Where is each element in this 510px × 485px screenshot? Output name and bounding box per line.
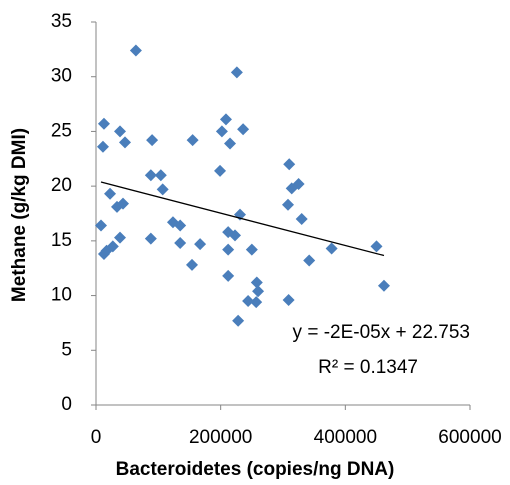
- y-tick-label: 35: [51, 11, 72, 32]
- x-tick-label: 0: [91, 427, 102, 448]
- trendline-equation: y = -2E-05x + 22.753: [293, 322, 470, 343]
- point: [250, 276, 263, 289]
- point: [100, 244, 113, 257]
- point: [186, 134, 199, 147]
- point: [144, 232, 157, 245]
- point: [242, 295, 255, 308]
- point: [174, 237, 187, 250]
- point: [94, 219, 107, 232]
- point: [224, 137, 237, 150]
- point: [295, 212, 308, 225]
- x-axis-title: Bacteroidetes (copies/ng DNA): [116, 459, 395, 480]
- y-tick-label: 25: [51, 120, 72, 141]
- point: [232, 314, 245, 327]
- point: [292, 177, 305, 190]
- point: [118, 136, 131, 149]
- point: [194, 238, 207, 251]
- point: [116, 197, 129, 210]
- point: [237, 123, 250, 136]
- point: [144, 169, 157, 182]
- point: [252, 285, 265, 298]
- point: [154, 169, 167, 182]
- point: [282, 293, 295, 306]
- point: [113, 231, 126, 244]
- point: [129, 44, 142, 57]
- point: [229, 229, 242, 242]
- y-tick-label: 20: [51, 175, 72, 196]
- x-tick-label: 200000: [189, 427, 252, 448]
- r-squared: R² = 0.1347: [318, 357, 418, 378]
- point: [96, 140, 109, 153]
- point: [245, 243, 258, 256]
- point: [156, 183, 169, 196]
- point: [146, 134, 159, 147]
- y-tick-label: 5: [61, 339, 72, 360]
- point: [174, 219, 187, 232]
- point: [185, 258, 198, 271]
- point: [325, 242, 338, 255]
- y-tick-label: 10: [51, 285, 72, 306]
- x-tick-label: 600000: [438, 427, 501, 448]
- point: [230, 66, 243, 79]
- y-axis-title: Methane (g/kg DMI): [9, 128, 30, 302]
- point: [113, 125, 126, 138]
- point: [281, 198, 294, 211]
- point: [104, 187, 117, 200]
- y-tick-label: 0: [61, 394, 72, 415]
- y-tick-label: 30: [51, 66, 72, 87]
- point: [222, 269, 235, 282]
- point: [215, 125, 228, 138]
- y-tick-label: 15: [51, 230, 72, 251]
- point: [303, 254, 316, 267]
- point: [214, 164, 227, 177]
- point: [222, 243, 235, 256]
- x-tick-label: 400000: [314, 427, 377, 448]
- point: [97, 117, 110, 130]
- point: [219, 113, 232, 126]
- point: [370, 240, 383, 253]
- trendline: [100, 181, 385, 257]
- point: [250, 296, 263, 309]
- point: [283, 158, 296, 171]
- point: [377, 279, 390, 292]
